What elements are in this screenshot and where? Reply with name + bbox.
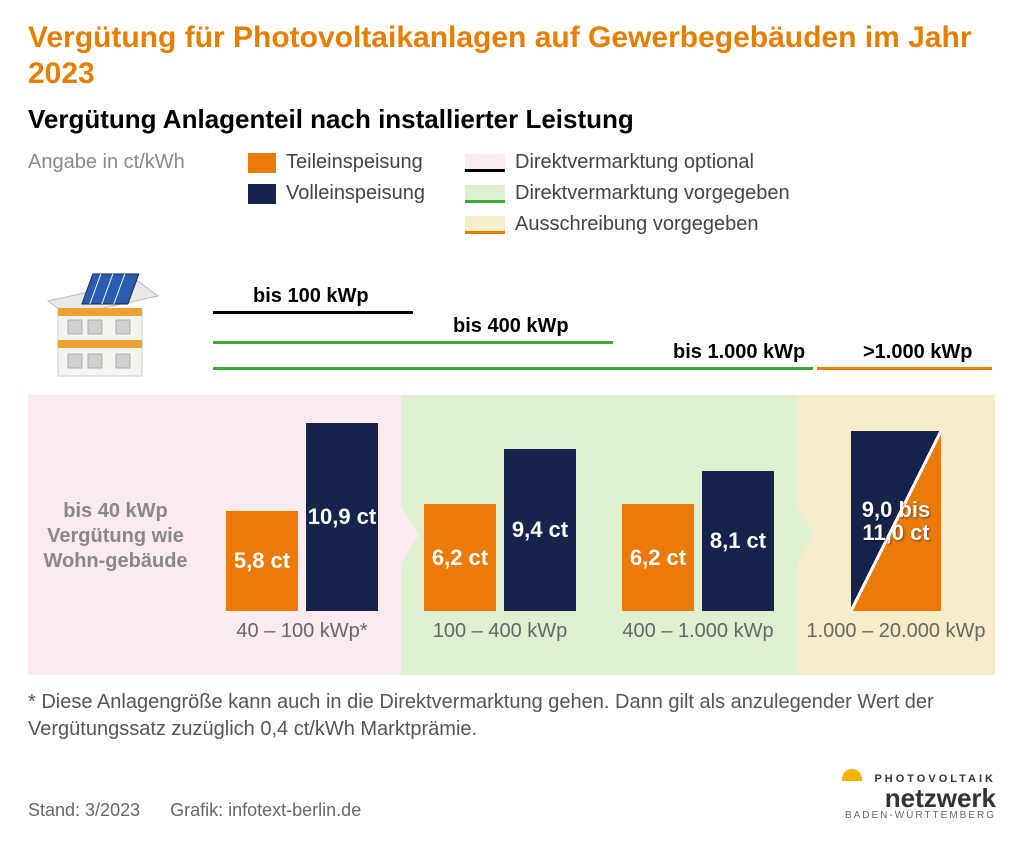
panel-0-text: bis 40 kWp Vergütung wie Wohn-gebäude bbox=[34, 499, 197, 574]
credits: Stand: 3/2023 Grafik: infotext-berlin.de bbox=[28, 800, 361, 821]
legend-vorg-label: Direktvermarktung vorgegeben bbox=[515, 182, 790, 205]
legend-voll: Volleinspeisung bbox=[248, 182, 425, 205]
panel-2-caption: 100 – 400 kWp bbox=[433, 619, 568, 667]
panel-1-caption: 40 – 100 kWp* bbox=[236, 619, 367, 667]
swatch-vorg bbox=[465, 185, 505, 203]
swatch-teil bbox=[248, 153, 276, 173]
bracket-label: >1.000 kWp bbox=[863, 341, 973, 364]
legend-unit: Angabe in ct/kWh bbox=[28, 151, 208, 174]
bracket-label: bis 400 kWp bbox=[453, 315, 569, 338]
legend-auss-label: Ausschreibung vorgegeben bbox=[515, 213, 759, 236]
bar-teil-3: 6,2 ct bbox=[622, 504, 694, 611]
legend-teil: Teileinspeisung bbox=[248, 151, 425, 174]
panel-0: bis 40 kWp Vergütung wie Wohn-gebäude bbox=[28, 395, 203, 675]
swatch-auss bbox=[465, 216, 505, 234]
logo-main: netzwerk bbox=[834, 787, 996, 810]
credit-stand: Stand: 3/2023 bbox=[28, 800, 140, 820]
swatch-voll bbox=[248, 184, 276, 204]
bar-voll-3: 8,1 ct bbox=[702, 471, 774, 611]
footnote: * Diese Anlagengröße kann auch in die Di… bbox=[28, 689, 996, 743]
bracket-label: bis 100 kWp bbox=[253, 285, 369, 308]
panel-2: 6,2 ct 9,4 ct 100 – 400 kWp bbox=[401, 395, 599, 675]
page-title: Vergütung für Photovoltaikanlagen auf Ge… bbox=[28, 20, 996, 92]
bracket-label: bis 1.000 kWp bbox=[673, 341, 805, 364]
bar-teil-1: 5,8 ct bbox=[226, 511, 298, 611]
panel-4: 9,0 bis 11,0 ct 1.000 – 20.000 kWp bbox=[797, 395, 995, 675]
panels: bis 40 kWp Vergütung wie Wohn-gebäude 5,… bbox=[28, 395, 996, 675]
bar-teil-2: 6,2 ct bbox=[424, 504, 496, 611]
panel-4-caption: 1.000 – 20.000 kWp bbox=[806, 619, 985, 667]
bracket-rule bbox=[817, 367, 992, 370]
bar-voll-1: 10,9 ct bbox=[306, 423, 378, 611]
page-subtitle: Vergütung Anlagenteil nach installierter… bbox=[28, 104, 996, 135]
brackets: bis 100 kWp bis 400 kWp bis 1.000 kWp >1.00… bbox=[203, 281, 996, 391]
bracket-rule bbox=[213, 311, 413, 314]
logo-sub: BADEN-WÜRTTEMBERG bbox=[834, 810, 996, 821]
bracket-rule bbox=[213, 341, 613, 344]
credit-grafik: Grafik: infotext-berlin.de bbox=[170, 800, 361, 820]
bracket-rule bbox=[213, 367, 813, 370]
sun-icon bbox=[834, 761, 870, 787]
panel-3-caption: 400 – 1.000 kWp bbox=[622, 619, 773, 667]
panel-1: 5,8 ct 10,9 ct 40 – 100 kWp* bbox=[203, 395, 401, 675]
legend-vorg: Direktvermarktung vorgegeben bbox=[465, 182, 790, 205]
legend-opt: Direktvermarktung optional bbox=[465, 151, 790, 174]
legend-teil-label: Teileinspeisung bbox=[286, 151, 423, 174]
legend: Angabe in ct/kWh Teileinspeisung Vollein… bbox=[28, 151, 996, 236]
legend-auss: Ausschreibung vorgegeben bbox=[465, 213, 790, 236]
logo: PHOTOVOLTAIK netzwerk BADEN-WÜRTTEMBERG bbox=[834, 761, 996, 821]
swatch-opt bbox=[465, 154, 505, 172]
legend-voll-label: Volleinspeisung bbox=[286, 182, 425, 205]
panel-3: 6,2 ct 8,1 ct 400 – 1.000 kWp bbox=[599, 395, 797, 675]
legend-opt-label: Direktvermarktung optional bbox=[515, 151, 754, 174]
building-icon bbox=[28, 246, 203, 391]
bar-voll-2: 9,4 ct bbox=[504, 449, 576, 611]
bar-split: 9,0 bis 11,0 ct bbox=[851, 431, 941, 611]
